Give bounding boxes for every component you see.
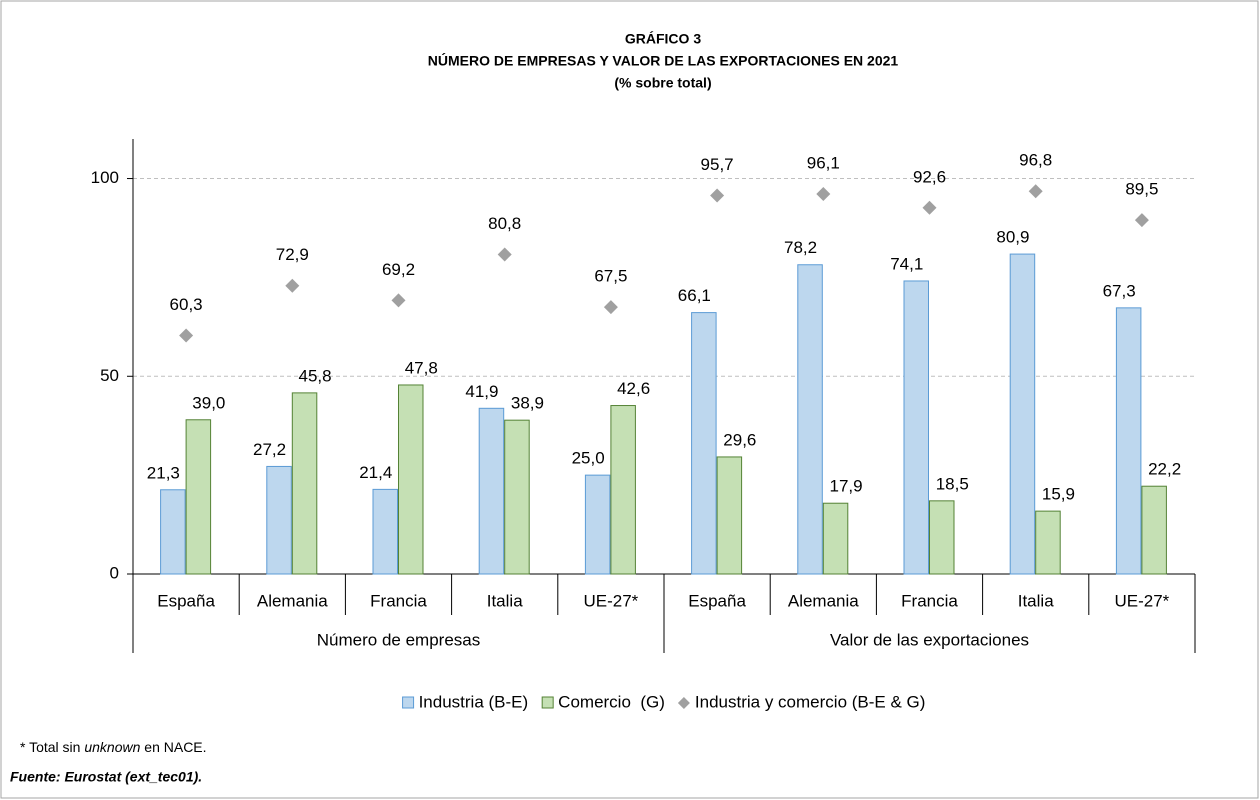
bar: [291, 392, 318, 575]
value-label: 96,1: [807, 153, 840, 172]
y-tick-label: 50: [100, 366, 119, 385]
bar: [584, 474, 611, 575]
x-tick-label: Francia: [370, 591, 427, 610]
bar: [372, 488, 398, 575]
value-label: 47,8: [405, 358, 438, 377]
value-label: 74,1: [890, 254, 923, 273]
value-label: 18,5: [936, 474, 969, 493]
x-tick-label: Alemania: [788, 591, 859, 610]
y-tick-label: 0: [110, 563, 119, 582]
x-tick-label: Francia: [901, 591, 958, 610]
x-tick-label: UE-27*: [1114, 591, 1169, 610]
unit-note: (% sobre total): [614, 75, 711, 91]
value-label: 21,4: [359, 463, 392, 482]
value-label: 45,8: [299, 366, 332, 385]
bar: [266, 465, 292, 575]
bar: [691, 312, 717, 575]
value-label: 39,0: [192, 393, 225, 412]
bar: [1009, 253, 1036, 575]
value-label: 80,9: [996, 228, 1029, 247]
x-tick-label: España: [157, 591, 215, 610]
source: Fuente: Eurostat (ext_tec01).: [10, 769, 202, 785]
x-tick-label: España: [688, 591, 746, 610]
value-label: 72,9: [276, 245, 309, 264]
diamond-marker: [922, 200, 937, 215]
bar: [398, 384, 424, 575]
diamond-marker: [1134, 213, 1149, 228]
diamond-marker: [816, 186, 831, 201]
bar: [610, 405, 636, 575]
diamond-marker: [710, 188, 725, 203]
diamond-marker: [603, 300, 618, 315]
diamond-marker: [1028, 184, 1043, 199]
footnote-part: en NACE.: [140, 739, 206, 755]
legend-swatch: [541, 696, 554, 709]
x-tick-label: UE-27*: [583, 591, 638, 610]
value-label: 21,3: [147, 463, 180, 482]
footnote: * Total sin unknown en NACE.: [20, 739, 207, 755]
x-tick-label: Italia: [487, 591, 523, 610]
legend-swatch: [677, 697, 690, 709]
group-label: Valor de las exportaciones: [830, 630, 1029, 649]
bar: [1035, 510, 1061, 575]
diamond-marker: [391, 293, 406, 308]
value-label: 17,9: [830, 477, 863, 496]
diamond-marker: [497, 247, 512, 262]
y-tick-label: 100: [91, 168, 119, 187]
legend-label: Industria y comercio (B-E & G): [695, 692, 926, 711]
value-label: 89,5: [1125, 180, 1158, 199]
value-label: 15,9: [1042, 485, 1075, 504]
value-label: 78,2: [784, 238, 817, 257]
value-label: 38,9: [511, 394, 544, 413]
x-tick-label: Italia: [1018, 591, 1054, 610]
diamond-marker: [285, 278, 300, 293]
footnote-part: unknown: [84, 739, 140, 755]
chart-title: GRÁFICO 3: [625, 31, 701, 47]
bar: [185, 419, 212, 575]
x-tick-label: Alemania: [257, 591, 328, 610]
footnote-part: * Total sin: [20, 739, 84, 755]
value-label: 67,5: [594, 267, 627, 286]
bar: [903, 280, 929, 575]
bar: [797, 264, 823, 575]
value-label: 60,3: [170, 295, 203, 314]
bar: [822, 502, 849, 575]
legend-label: Industria (B-E): [419, 692, 529, 711]
value-label: 27,2: [253, 440, 286, 459]
value-label: 25,0: [572, 449, 605, 468]
bar: [1141, 485, 1167, 575]
value-label: 69,2: [382, 260, 415, 279]
value-label: 96,8: [1019, 151, 1052, 170]
bar: [1115, 307, 1142, 575]
value-label: 66,1: [678, 286, 711, 305]
bar: [716, 456, 743, 575]
value-label: 80,8: [488, 214, 521, 233]
value-label: 42,6: [617, 379, 650, 398]
value-label: 41,9: [465, 382, 498, 401]
bar: [478, 407, 505, 575]
chart-subtitle: NÚMERO DE EMPRESAS Y VALOR DE LAS EXPORT…: [428, 52, 899, 69]
bar: [160, 489, 186, 575]
value-label: 92,6: [913, 167, 946, 186]
value-label: 29,6: [723, 430, 756, 449]
legend-swatch: [402, 696, 415, 709]
diamond-marker: [179, 328, 194, 343]
group-label: Número de empresas: [317, 630, 480, 649]
value-label: 22,2: [1148, 460, 1181, 479]
value-label: 67,3: [1103, 281, 1136, 300]
bar: [504, 419, 530, 575]
legend-label: Comercio (G): [558, 692, 665, 711]
value-label: 95,7: [701, 155, 734, 174]
bar: [929, 500, 955, 575]
